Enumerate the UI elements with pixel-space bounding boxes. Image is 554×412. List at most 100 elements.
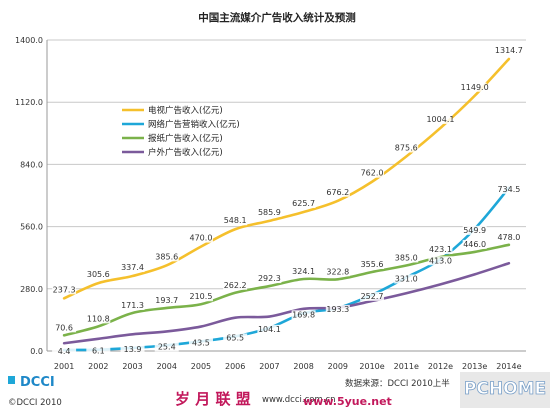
x-tick-label: 2001	[54, 362, 74, 371]
axes: 0.0 280.0 560.0 840.0 1120.0 1400.0 2001 2002 20…	[15, 36, 526, 371]
pchome-badge: PCHOME	[460, 372, 550, 408]
series-line-tv	[62, 57, 511, 300]
dcci-logo-text: DCCI	[20, 375, 55, 390]
data-label-bg	[394, 274, 419, 284]
data-label-internet: 169.8	[292, 310, 315, 319]
data-label-bg	[496, 232, 521, 242]
data-label-tv: 762.0	[361, 169, 384, 178]
data-label-tv: 337.4	[121, 263, 144, 272]
x-tick-label: 2003	[122, 362, 142, 371]
data-label-bg	[291, 310, 316, 320]
dcci-logo: DCCI	[8, 375, 55, 390]
data-label-tv: 1314.7	[495, 46, 523, 55]
pchome-badge-text: PCHOME	[464, 379, 546, 399]
data-label-bg	[428, 256, 453, 266]
data-label-internet: 413.0	[429, 256, 452, 265]
data-label-bg	[257, 207, 282, 217]
data-label-tv: 1004.1	[426, 115, 454, 124]
data-label-bg	[86, 346, 111, 356]
data-label-bg	[325, 305, 350, 315]
data-label-bg	[462, 82, 487, 92]
data-label-newspaper: 171.3	[121, 301, 144, 310]
data-label-newspaper: 292.3	[258, 274, 281, 283]
data-label-newspaper: 70.6	[55, 323, 73, 332]
x-tick-label: 2011e	[394, 362, 419, 371]
x-tick-label: 2005	[191, 362, 211, 371]
data-label-internet: 252.7	[361, 292, 384, 301]
data-label-bg	[325, 267, 350, 277]
data-label-internet: 734.5	[497, 185, 520, 194]
data-label-bg	[291, 199, 316, 209]
data-label-bg	[360, 291, 385, 301]
data-label-tv: 625.7	[292, 199, 315, 208]
data-label-bg	[52, 323, 77, 333]
data-label-bg	[154, 342, 179, 352]
y-tick-label: 1400.0	[15, 36, 43, 45]
data-label-bg	[257, 274, 282, 284]
watermark-text: 岁 月 联 盟	[175, 390, 251, 408]
data-label-bg	[360, 168, 385, 178]
legend-label-outdoor: 户外广告收入(亿元)	[148, 147, 223, 158]
data-label-internet: 4.4	[58, 347, 71, 356]
data-label-newspaper: 210.5	[190, 292, 213, 301]
data-label-bg	[188, 233, 213, 243]
x-tick-label: 2004	[157, 362, 177, 371]
data-label-bg	[360, 260, 385, 270]
legend: 电视广告收入(亿元) 网络广告营销收入(亿元) 报纸广告收入(亿元) 户外广告收入(亿…	[122, 105, 240, 158]
data-label-bg	[223, 333, 248, 343]
x-tick-label: 2006	[225, 362, 245, 371]
x-tick-label: 2009	[328, 362, 348, 371]
legend-label-newspaper: 报纸广告收入(亿元)	[148, 133, 223, 144]
data-label-bg	[428, 245, 453, 255]
data-label-internet: 193.3	[326, 305, 349, 314]
data-label-newspaper: 478.0	[497, 233, 520, 242]
x-tick-label: 2013e	[462, 362, 487, 371]
data-label-bg	[86, 314, 111, 324]
data-label-tv: 1149.0	[461, 83, 489, 92]
data-label-internet: 549.9	[463, 226, 486, 235]
data-label-bg	[291, 267, 316, 277]
legend-label-tv: 电视广告收入(亿元)	[148, 105, 223, 116]
data-label-bg	[496, 184, 521, 194]
data-label-bg	[154, 295, 179, 305]
data-label-newspaper: 193.7	[155, 296, 178, 305]
y-tick-label: 560.0	[20, 223, 43, 232]
data-label-bg	[188, 338, 213, 348]
data-label-tv: 385.6	[155, 252, 178, 261]
data-label-bg	[188, 292, 213, 302]
data-label-bg	[462, 225, 487, 235]
data-label-tv: 305.6	[87, 270, 110, 279]
data-label-bg	[120, 300, 145, 310]
data-label-internet: 43.5	[192, 338, 210, 347]
copyright: ©DCCI 2010	[8, 398, 62, 408]
data-label-bg	[120, 263, 145, 273]
data-label-bg	[257, 324, 282, 334]
data-label-bg	[120, 344, 145, 354]
data-label-bg	[394, 143, 419, 153]
data-label-newspaper: 446.0	[463, 240, 486, 249]
data-label-tv: 676.2	[326, 188, 349, 197]
source: 数据来源：DCCI 2010上半	[345, 378, 450, 389]
legend-label-internet: 网络广告营销收入(亿元)	[148, 119, 240, 130]
data-label-tv: 548.1	[224, 216, 247, 225]
data-label-bg	[86, 270, 111, 280]
data-label-tv: 585.9	[258, 208, 281, 217]
data-label-newspaper: 262.2	[224, 281, 247, 290]
y-tick-label: 840.0	[20, 160, 43, 169]
data-label-newspaper: 322.8	[326, 267, 349, 276]
data-label-bg	[325, 187, 350, 197]
x-tick-label: 2014e	[496, 362, 521, 371]
x-tick-label: 2008	[293, 362, 313, 371]
y-tick-label: 0.0	[30, 347, 43, 356]
data-label-bg	[394, 253, 419, 263]
data-label-bg	[462, 239, 487, 249]
grid	[47, 39, 526, 352]
data-label-internet: 25.4	[158, 342, 176, 351]
data-label-bg	[52, 285, 77, 295]
url-text: www.dcci.com.cn	[262, 395, 336, 405]
y-tick-label: 280.0	[20, 285, 43, 294]
data-label-tv: 237.3	[53, 285, 76, 294]
footer: DCCI ©DCCI 2010 数据来源：DCCI 2010上半 岁 月 联 盟…	[8, 372, 550, 408]
url2-text: www.5yue.net	[303, 395, 392, 408]
